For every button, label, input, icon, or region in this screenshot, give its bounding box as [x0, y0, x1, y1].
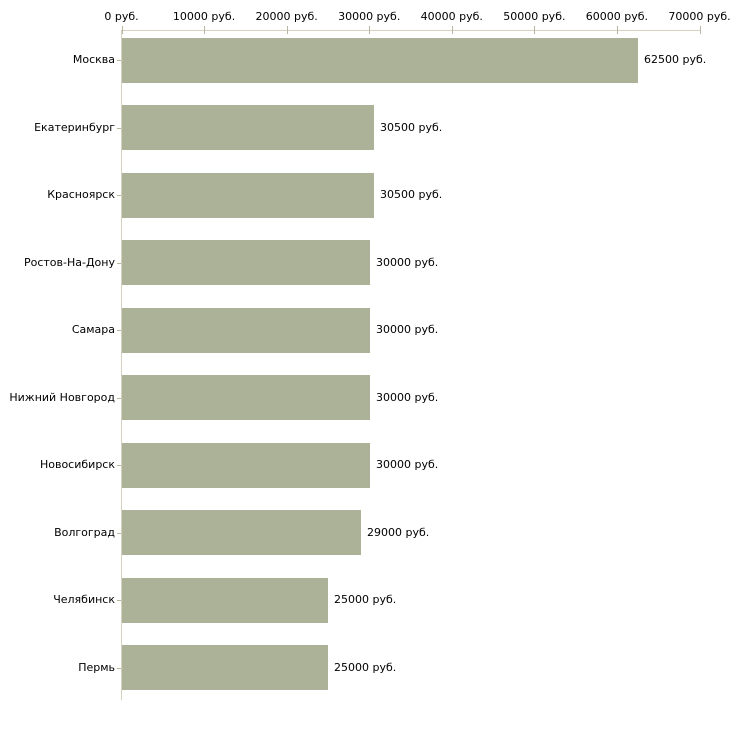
category-label: Екатеринбург	[34, 121, 115, 134]
bar	[122, 510, 361, 555]
x-axis-tick-label: 30000 руб.	[338, 10, 401, 23]
y-axis-tick-mark	[117, 465, 121, 466]
category-label: Нижний Новгород	[9, 391, 115, 404]
x-axis-tick-label: 0 руб.	[104, 10, 139, 23]
value-label: 25000 руб.	[334, 661, 397, 674]
y-axis-tick-mark	[117, 263, 121, 264]
x-axis-tick-mark	[617, 26, 618, 34]
y-axis-tick-mark	[117, 195, 121, 196]
bar	[122, 375, 370, 420]
value-label: 30000 руб.	[376, 256, 439, 269]
y-axis-tick-mark	[117, 533, 121, 534]
value-label: 62500 руб.	[644, 53, 707, 66]
x-axis-tick-mark	[700, 26, 701, 34]
value-label: 30000 руб.	[376, 391, 439, 404]
x-axis-tick-mark	[369, 26, 370, 34]
bar	[122, 173, 374, 218]
category-label: Самара	[71, 323, 115, 336]
bar	[122, 308, 370, 353]
value-label: 30500 руб.	[380, 188, 443, 201]
category-label: Пермь	[78, 661, 115, 674]
value-label: 30000 руб.	[376, 323, 439, 336]
bar	[122, 38, 638, 83]
y-axis-tick-mark	[117, 398, 121, 399]
bar	[122, 443, 370, 488]
x-axis-tick-label: 40000 руб.	[420, 10, 483, 23]
x-axis-tick-mark	[287, 26, 288, 34]
value-label: 30500 руб.	[380, 121, 443, 134]
value-label: 29000 руб.	[367, 526, 430, 539]
category-label: Новосибирск	[39, 458, 115, 471]
y-axis-tick-mark	[117, 128, 121, 129]
y-axis-tick-mark	[117, 600, 121, 601]
x-axis-tick-mark	[534, 26, 535, 34]
bar	[122, 105, 374, 150]
x-axis-tick-label: 70000 руб.	[668, 10, 730, 23]
bar	[122, 578, 328, 623]
value-label: 30000 руб.	[376, 458, 439, 471]
y-axis-line	[121, 30, 122, 700]
x-axis-tick-label: 20000 руб.	[255, 10, 318, 23]
x-axis-tick-mark	[122, 26, 123, 34]
y-axis-tick-mark	[117, 60, 121, 61]
x-axis-tick-mark	[452, 26, 453, 34]
category-label: Ростов-На-Дону	[23, 256, 115, 269]
category-label: Челябинск	[53, 593, 115, 606]
y-axis-tick-mark	[117, 330, 121, 331]
y-axis-tick-mark	[117, 668, 121, 669]
category-label: Красноярск	[47, 188, 115, 201]
value-label: 25000 руб.	[334, 593, 397, 606]
bar	[122, 240, 370, 285]
bar	[122, 645, 328, 690]
category-label: Волгоград	[54, 526, 115, 539]
x-axis-tick-label: 10000 руб.	[172, 10, 236, 23]
x-axis-tick-mark	[204, 26, 205, 34]
x-axis-line	[121, 30, 700, 31]
category-label: Москва	[72, 53, 115, 66]
x-axis-tick-label: 60000 руб.	[585, 10, 649, 23]
x-axis-tick-label: 50000 руб.	[503, 10, 566, 23]
